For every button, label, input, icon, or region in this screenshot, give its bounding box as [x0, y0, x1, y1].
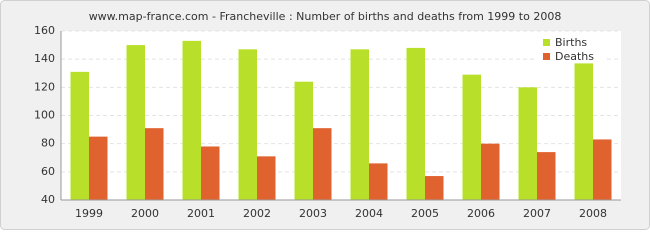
legend-swatch [543, 39, 550, 46]
y-tick-label: 140 [34, 52, 55, 65]
chart-title: www.map-france.com - Francheville : Numb… [89, 10, 562, 23]
bar [481, 143, 500, 200]
x-tick-label: 2008 [579, 207, 607, 220]
x-tick-label: 2006 [467, 207, 495, 220]
bar [369, 163, 388, 200]
y-tick-label: 80 [41, 137, 55, 150]
x-tick-label: 2000 [131, 207, 159, 220]
legend-swatch [543, 53, 550, 60]
x-tick-label: 2003 [299, 207, 327, 220]
x-tick-label: 2007 [523, 207, 551, 220]
x-tick-label: 2005 [411, 207, 439, 220]
bar [462, 74, 481, 200]
bar [145, 128, 164, 200]
bar [425, 176, 444, 200]
bar [126, 45, 145, 201]
y-tick-label: 100 [34, 109, 55, 122]
bar [89, 136, 108, 200]
bar [257, 156, 276, 200]
bar [537, 152, 556, 200]
x-tick-label: 2001 [187, 207, 215, 220]
bar [518, 87, 537, 200]
bar [593, 139, 612, 200]
bar [201, 146, 220, 200]
bar [574, 63, 593, 201]
bar [350, 49, 369, 200]
bar [406, 47, 425, 201]
y-tick-label: 160 [34, 24, 55, 37]
legend-label: Births [555, 36, 587, 49]
x-tick-label: 2002 [243, 207, 271, 220]
bar [313, 128, 332, 200]
y-tick-label: 40 [41, 193, 55, 206]
y-tick-label: 120 [34, 80, 55, 93]
bar [294, 81, 313, 200]
bar [182, 40, 201, 200]
x-tick-label: 2004 [355, 207, 383, 220]
bar [70, 71, 89, 200]
bar [238, 49, 257, 200]
legend-label: Deaths [555, 50, 594, 63]
x-tick-label: 1999 [75, 207, 103, 220]
y-tick-label: 60 [41, 165, 55, 178]
chart: www.map-france.com - Francheville : Numb… [0, 0, 650, 230]
